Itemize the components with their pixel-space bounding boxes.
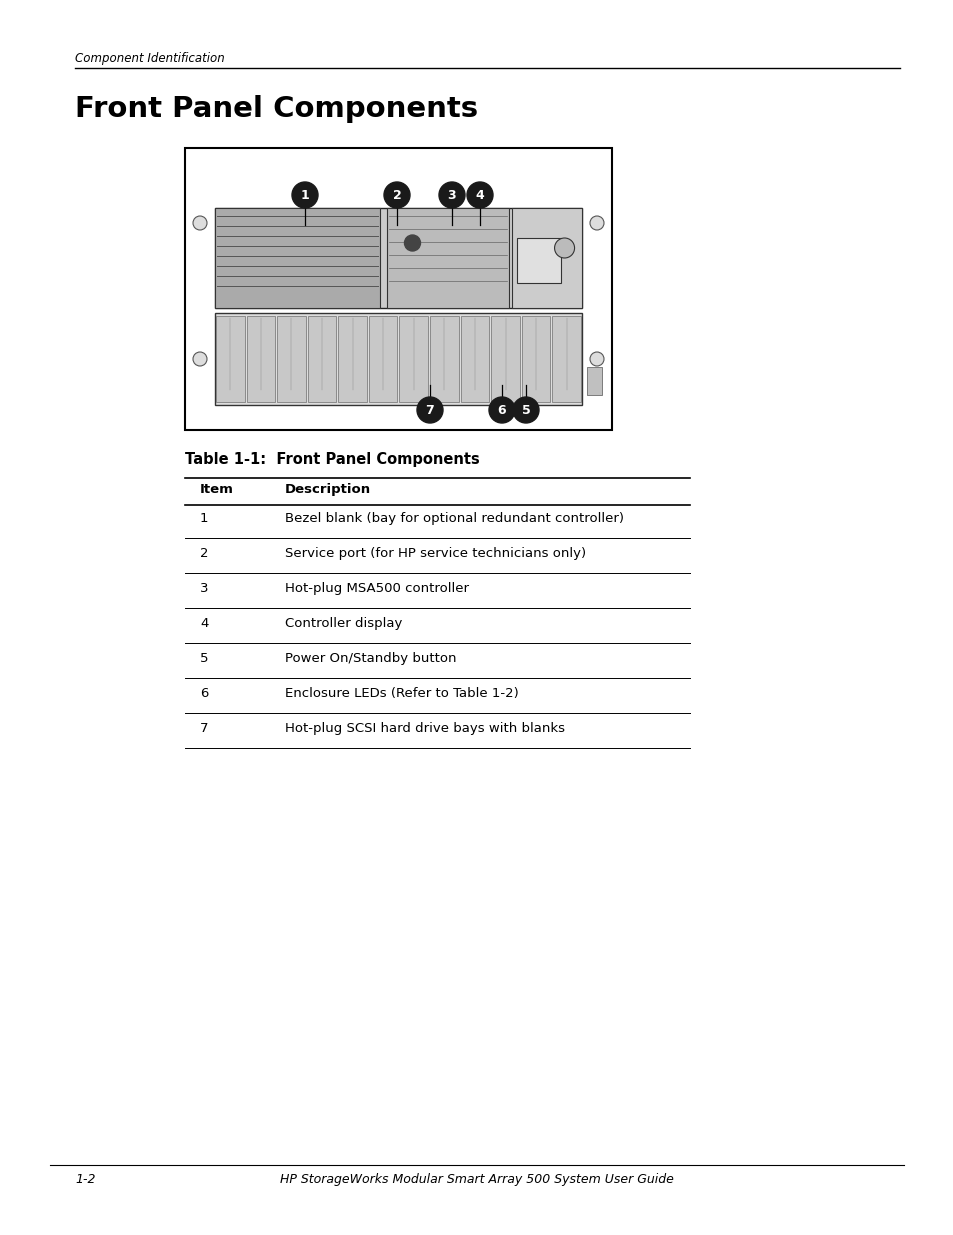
Bar — [308, 316, 336, 403]
Text: Front Panel Components: Front Panel Components — [75, 95, 477, 124]
Circle shape — [489, 396, 515, 424]
Bar — [214, 312, 581, 405]
Text: HP StorageWorks Modular Smart Array 500 System User Guide: HP StorageWorks Modular Smart Array 500 … — [280, 1173, 673, 1186]
Circle shape — [467, 182, 493, 207]
Text: 3: 3 — [447, 189, 456, 201]
Bar — [387, 207, 508, 308]
Circle shape — [384, 182, 410, 207]
Bar — [399, 316, 428, 403]
Text: 4: 4 — [200, 618, 208, 630]
Text: 3: 3 — [200, 582, 209, 595]
Circle shape — [513, 396, 538, 424]
Text: Description: Description — [285, 483, 371, 496]
Bar — [185, 148, 612, 430]
Bar — [586, 367, 601, 395]
Text: Service port (for HP service technicians only): Service port (for HP service technicians… — [285, 547, 585, 559]
Text: 2: 2 — [393, 189, 401, 201]
Circle shape — [404, 235, 420, 251]
Bar — [214, 207, 379, 308]
Text: 7: 7 — [425, 404, 434, 416]
Bar — [460, 316, 489, 403]
Text: 4: 4 — [476, 189, 484, 201]
Text: Enclosure LEDs (Refer to Table 1-2): Enclosure LEDs (Refer to Table 1-2) — [285, 687, 518, 700]
Bar — [512, 207, 581, 308]
Text: Controller display: Controller display — [285, 618, 402, 630]
Text: 6: 6 — [497, 404, 506, 416]
Bar — [214, 207, 581, 308]
Bar — [369, 316, 397, 403]
Bar — [517, 238, 560, 283]
Bar — [552, 316, 580, 403]
Circle shape — [292, 182, 317, 207]
Text: Bezel blank (bay for optional redundant controller): Bezel blank (bay for optional redundant … — [285, 513, 623, 525]
Circle shape — [589, 352, 603, 366]
Bar — [430, 316, 458, 403]
Circle shape — [438, 182, 464, 207]
Circle shape — [554, 238, 574, 258]
Text: 1-2: 1-2 — [75, 1173, 95, 1186]
Text: 6: 6 — [200, 687, 208, 700]
Bar — [491, 316, 519, 403]
Bar — [338, 316, 367, 403]
Text: 7: 7 — [200, 722, 209, 735]
Circle shape — [193, 216, 207, 230]
Text: 1: 1 — [200, 513, 209, 525]
Bar — [246, 316, 274, 403]
Text: Hot-plug SCSI hard drive bays with blanks: Hot-plug SCSI hard drive bays with blank… — [285, 722, 564, 735]
Circle shape — [589, 216, 603, 230]
Bar — [521, 316, 550, 403]
Text: Item: Item — [200, 483, 233, 496]
Text: Power On/Standby button: Power On/Standby button — [285, 652, 456, 664]
Text: Component Identification: Component Identification — [75, 52, 225, 65]
Bar — [215, 316, 244, 403]
Circle shape — [193, 352, 207, 366]
Text: 5: 5 — [521, 404, 530, 416]
Bar — [277, 316, 305, 403]
Text: Hot-plug MSA500 controller: Hot-plug MSA500 controller — [285, 582, 469, 595]
Text: 1: 1 — [300, 189, 309, 201]
Text: 2: 2 — [200, 547, 209, 559]
Circle shape — [416, 396, 442, 424]
Text: 5: 5 — [200, 652, 209, 664]
Text: Table 1-1:  Front Panel Components: Table 1-1: Front Panel Components — [185, 452, 479, 467]
